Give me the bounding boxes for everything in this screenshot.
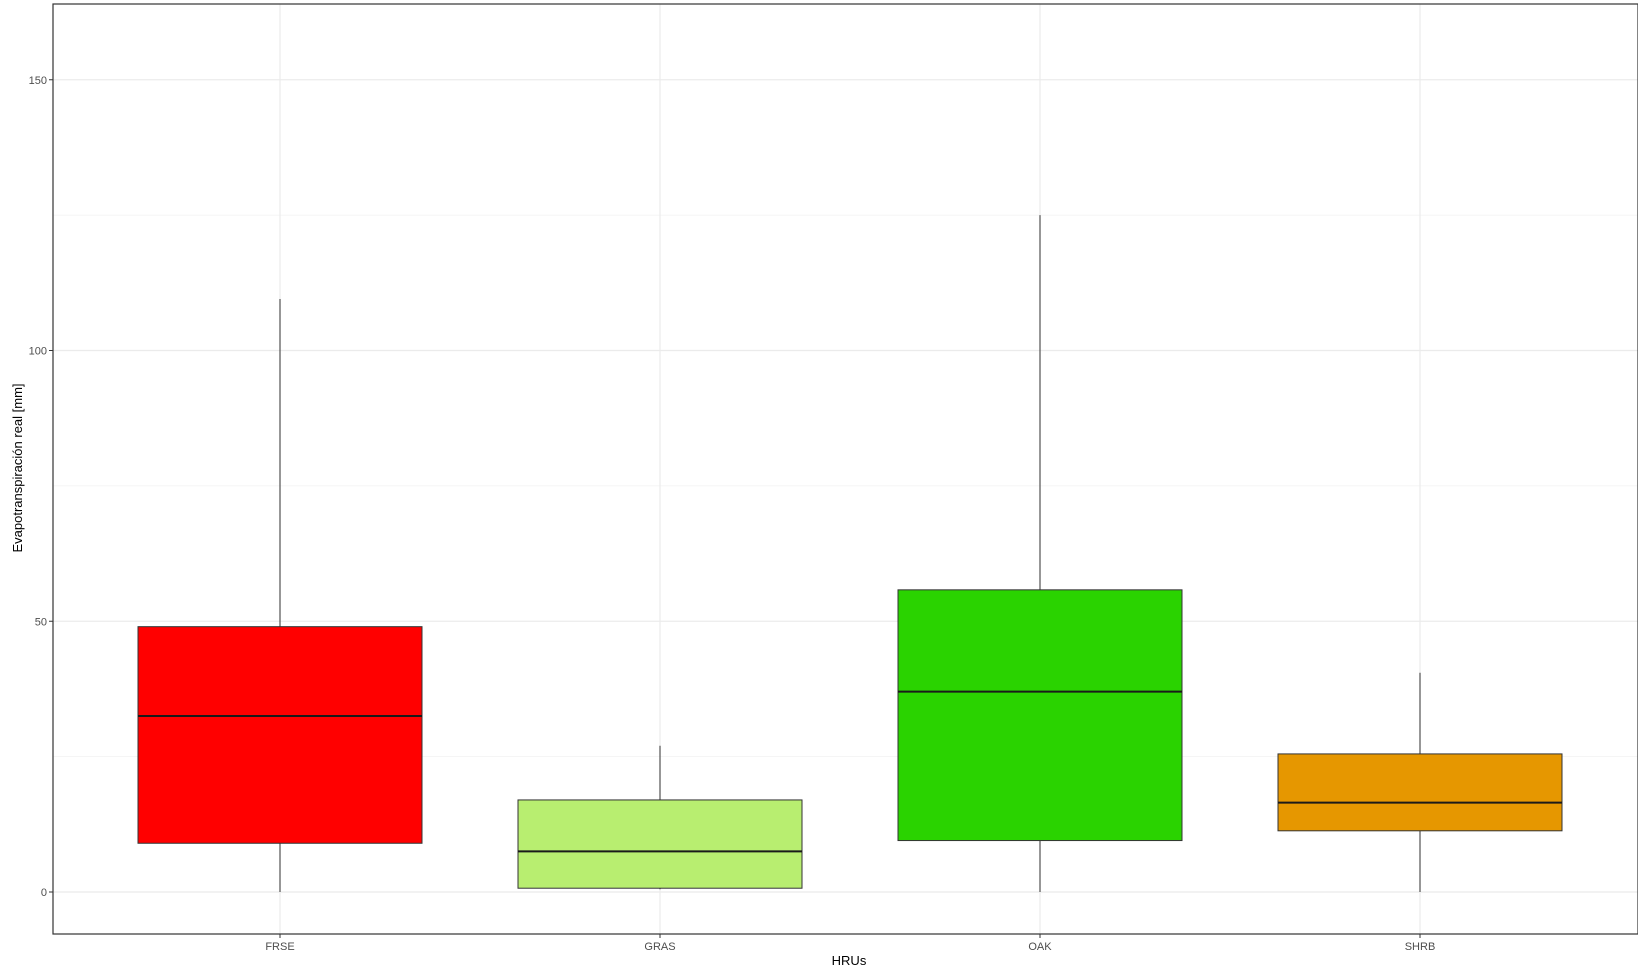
box-gras	[517, 745, 803, 890]
box-iqr	[137, 626, 423, 844]
y-tick-label: 0	[41, 887, 47, 899]
y-tick-label: 100	[29, 346, 47, 358]
x-tick-label: FRSE	[265, 941, 294, 953]
x-tick-label: OAK	[1028, 941, 1052, 953]
box-layer	[137, 215, 1563, 892]
box-iqr	[517, 799, 803, 889]
y-axis-title: Evapotranspiración real [mm]	[10, 383, 25, 552]
y-tick-label: 50	[35, 616, 47, 628]
box-frse	[137, 299, 423, 892]
x-axis-title: HRUs	[832, 953, 867, 968]
y-axis-ticks: 0 50 100 150	[29, 75, 53, 899]
plot-border	[52, 3, 1638, 935]
box-shrb	[1277, 672, 1563, 892]
box-oak	[897, 215, 1183, 892]
x-tick-label: GRAS	[644, 941, 675, 953]
box-iqr	[1277, 753, 1563, 832]
y-tick-label: 150	[29, 75, 47, 87]
x-tick-label: SHRB	[1405, 941, 1436, 953]
box-iqr	[897, 589, 1183, 842]
x-axis-ticks: FRSE GRAS OAK SHRB	[265, 934, 1435, 953]
